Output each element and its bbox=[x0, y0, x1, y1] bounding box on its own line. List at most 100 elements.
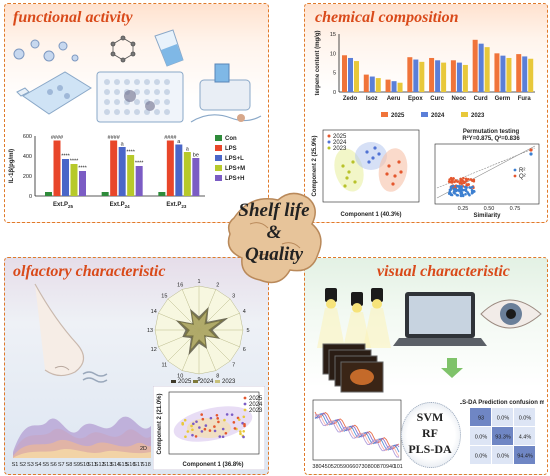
x-tick-label: 380 bbox=[312, 464, 321, 470]
score-point bbox=[191, 433, 194, 437]
legend-label: LPS+M bbox=[225, 166, 245, 172]
q2-point bbox=[453, 192, 457, 195]
x-tick-label: S14 bbox=[110, 462, 120, 468]
score-point bbox=[365, 150, 369, 154]
score-point bbox=[373, 146, 377, 150]
bar-lpsl-0 bbox=[62, 159, 69, 196]
legend-label: 2025 bbox=[391, 113, 405, 119]
imaging-illustration bbox=[317, 288, 542, 393]
legend-label: 2024 bbox=[249, 402, 263, 408]
light-lamp-icon bbox=[317, 288, 391, 348]
bar-con-2 bbox=[158, 192, 166, 196]
r2-point bbox=[459, 177, 463, 181]
model-plsda: PLS-DA bbox=[408, 442, 452, 456]
matrix-cell-value: 0.0% bbox=[497, 454, 510, 460]
score-point bbox=[353, 180, 357, 184]
radar-axis-label: 8 bbox=[216, 373, 219, 379]
legend-swatch bbox=[215, 175, 222, 181]
q2-point bbox=[460, 187, 463, 190]
x-tick-label: S4 bbox=[35, 462, 42, 468]
group-ellipse-2025 bbox=[378, 148, 408, 192]
score-point bbox=[216, 417, 219, 420]
significance-label: a bbox=[121, 142, 125, 148]
score-point bbox=[387, 164, 391, 168]
x-tick-label: 1010 bbox=[394, 464, 403, 470]
y-tick-label: 600 bbox=[23, 134, 32, 140]
x-category-label: Ext.P25 bbox=[53, 202, 74, 209]
score-point bbox=[203, 427, 207, 431]
center-label-ampersand: & bbox=[266, 222, 282, 243]
legend-swatch bbox=[171, 380, 176, 383]
x-tick-label: 730 bbox=[358, 464, 367, 470]
x-tick-label: 660 bbox=[349, 464, 358, 470]
matrix-cell bbox=[492, 408, 513, 426]
x-tick-label: 940 bbox=[386, 464, 395, 470]
bar-2024-isoz bbox=[369, 76, 375, 92]
confusion-matrix: PLS-DA Prediction confusion matrix 93 0.0%… bbox=[460, 400, 544, 464]
score-point bbox=[242, 429, 246, 433]
y-tick-label: 0 bbox=[333, 90, 336, 96]
bar-2024-epox bbox=[413, 59, 419, 92]
regression-line-q2 bbox=[436, 147, 536, 189]
matrix-cell bbox=[470, 427, 491, 445]
chemical-composition-title: chemical composition bbox=[315, 9, 459, 26]
x-category-label: Aeru bbox=[387, 96, 401, 102]
bar-2023-neoc bbox=[462, 64, 468, 92]
x-tick-label: 0.50 bbox=[484, 206, 495, 212]
x-tick-label: S16 bbox=[126, 462, 136, 468]
x-category-label: Neoc bbox=[452, 96, 467, 102]
y-tick-label: 0 bbox=[29, 194, 32, 200]
q2-point bbox=[448, 188, 452, 192]
legend-swatch bbox=[215, 145, 222, 151]
matrix-cell-value: 93 bbox=[478, 416, 484, 422]
legend-label: Q² bbox=[519, 174, 526, 180]
x-tick-label: S17 bbox=[133, 462, 143, 468]
legend-label: 2024 bbox=[200, 379, 214, 385]
y-tick-label: 15 bbox=[330, 32, 336, 38]
radar-axis-label: 11 bbox=[161, 363, 167, 369]
model-rf: RF bbox=[422, 426, 438, 440]
well-plate-icon bbox=[96, 71, 184, 123]
cell-assay-illustration bbox=[13, 29, 262, 123]
bar-lpsl-2 bbox=[175, 144, 183, 196]
legend-label: R² bbox=[519, 168, 525, 174]
image-stack-icon bbox=[322, 343, 384, 393]
olfactory-characteristic-panel: olfactory characteristic 1 2 3 4 5 6 7 8 9 10 11 12… bbox=[4, 257, 269, 475]
bar-lps-2 bbox=[166, 140, 174, 196]
score-point bbox=[217, 420, 220, 424]
bar-2024-curc bbox=[435, 60, 441, 92]
bar-2023-aeru bbox=[397, 82, 403, 92]
functional-activity-title: functional activity bbox=[13, 9, 133, 26]
radar-axis-label: 1 bbox=[197, 279, 200, 285]
score-point bbox=[385, 172, 389, 176]
chart-title: Permutation testing bbox=[463, 129, 520, 135]
x-axis-label: Component 1 (40.3%) bbox=[340, 212, 401, 218]
x-tick-label: S9 bbox=[73, 462, 80, 468]
score-point bbox=[351, 160, 355, 164]
score-point bbox=[195, 420, 198, 423]
bar-2024-neoc bbox=[456, 62, 462, 92]
bar-2023-isoz bbox=[375, 78, 381, 92]
x-tick-label: S12 bbox=[95, 462, 105, 468]
bar-lpsh-0 bbox=[79, 171, 86, 196]
bar-2025-neoc bbox=[450, 60, 456, 92]
score-point bbox=[230, 413, 234, 416]
significance-label: #### bbox=[51, 135, 64, 141]
chemical-composition-panel: chemical composition 0 5 10 15 terpene conte… bbox=[304, 3, 548, 223]
y-tick-label: 10 bbox=[330, 51, 336, 57]
visual-characteristic-title: visual characteristic bbox=[377, 263, 510, 280]
center-label-shelf-life: Shelf life bbox=[238, 200, 310, 221]
q2-point bbox=[454, 188, 458, 191]
spectral-line-0 bbox=[314, 411, 400, 450]
bar-lpsl-1 bbox=[118, 147, 126, 196]
x-tick-label: 590 bbox=[340, 464, 349, 470]
spectral-line-4 bbox=[315, 414, 399, 458]
x-category-label: Ext.P23 bbox=[166, 202, 187, 209]
bar-lpsh-2 bbox=[192, 158, 200, 196]
x-category-label: Curd bbox=[474, 96, 488, 102]
score-point bbox=[221, 435, 225, 439]
q2-point bbox=[463, 188, 466, 192]
significance-label: #### bbox=[164, 135, 177, 141]
r2-point bbox=[469, 178, 473, 181]
